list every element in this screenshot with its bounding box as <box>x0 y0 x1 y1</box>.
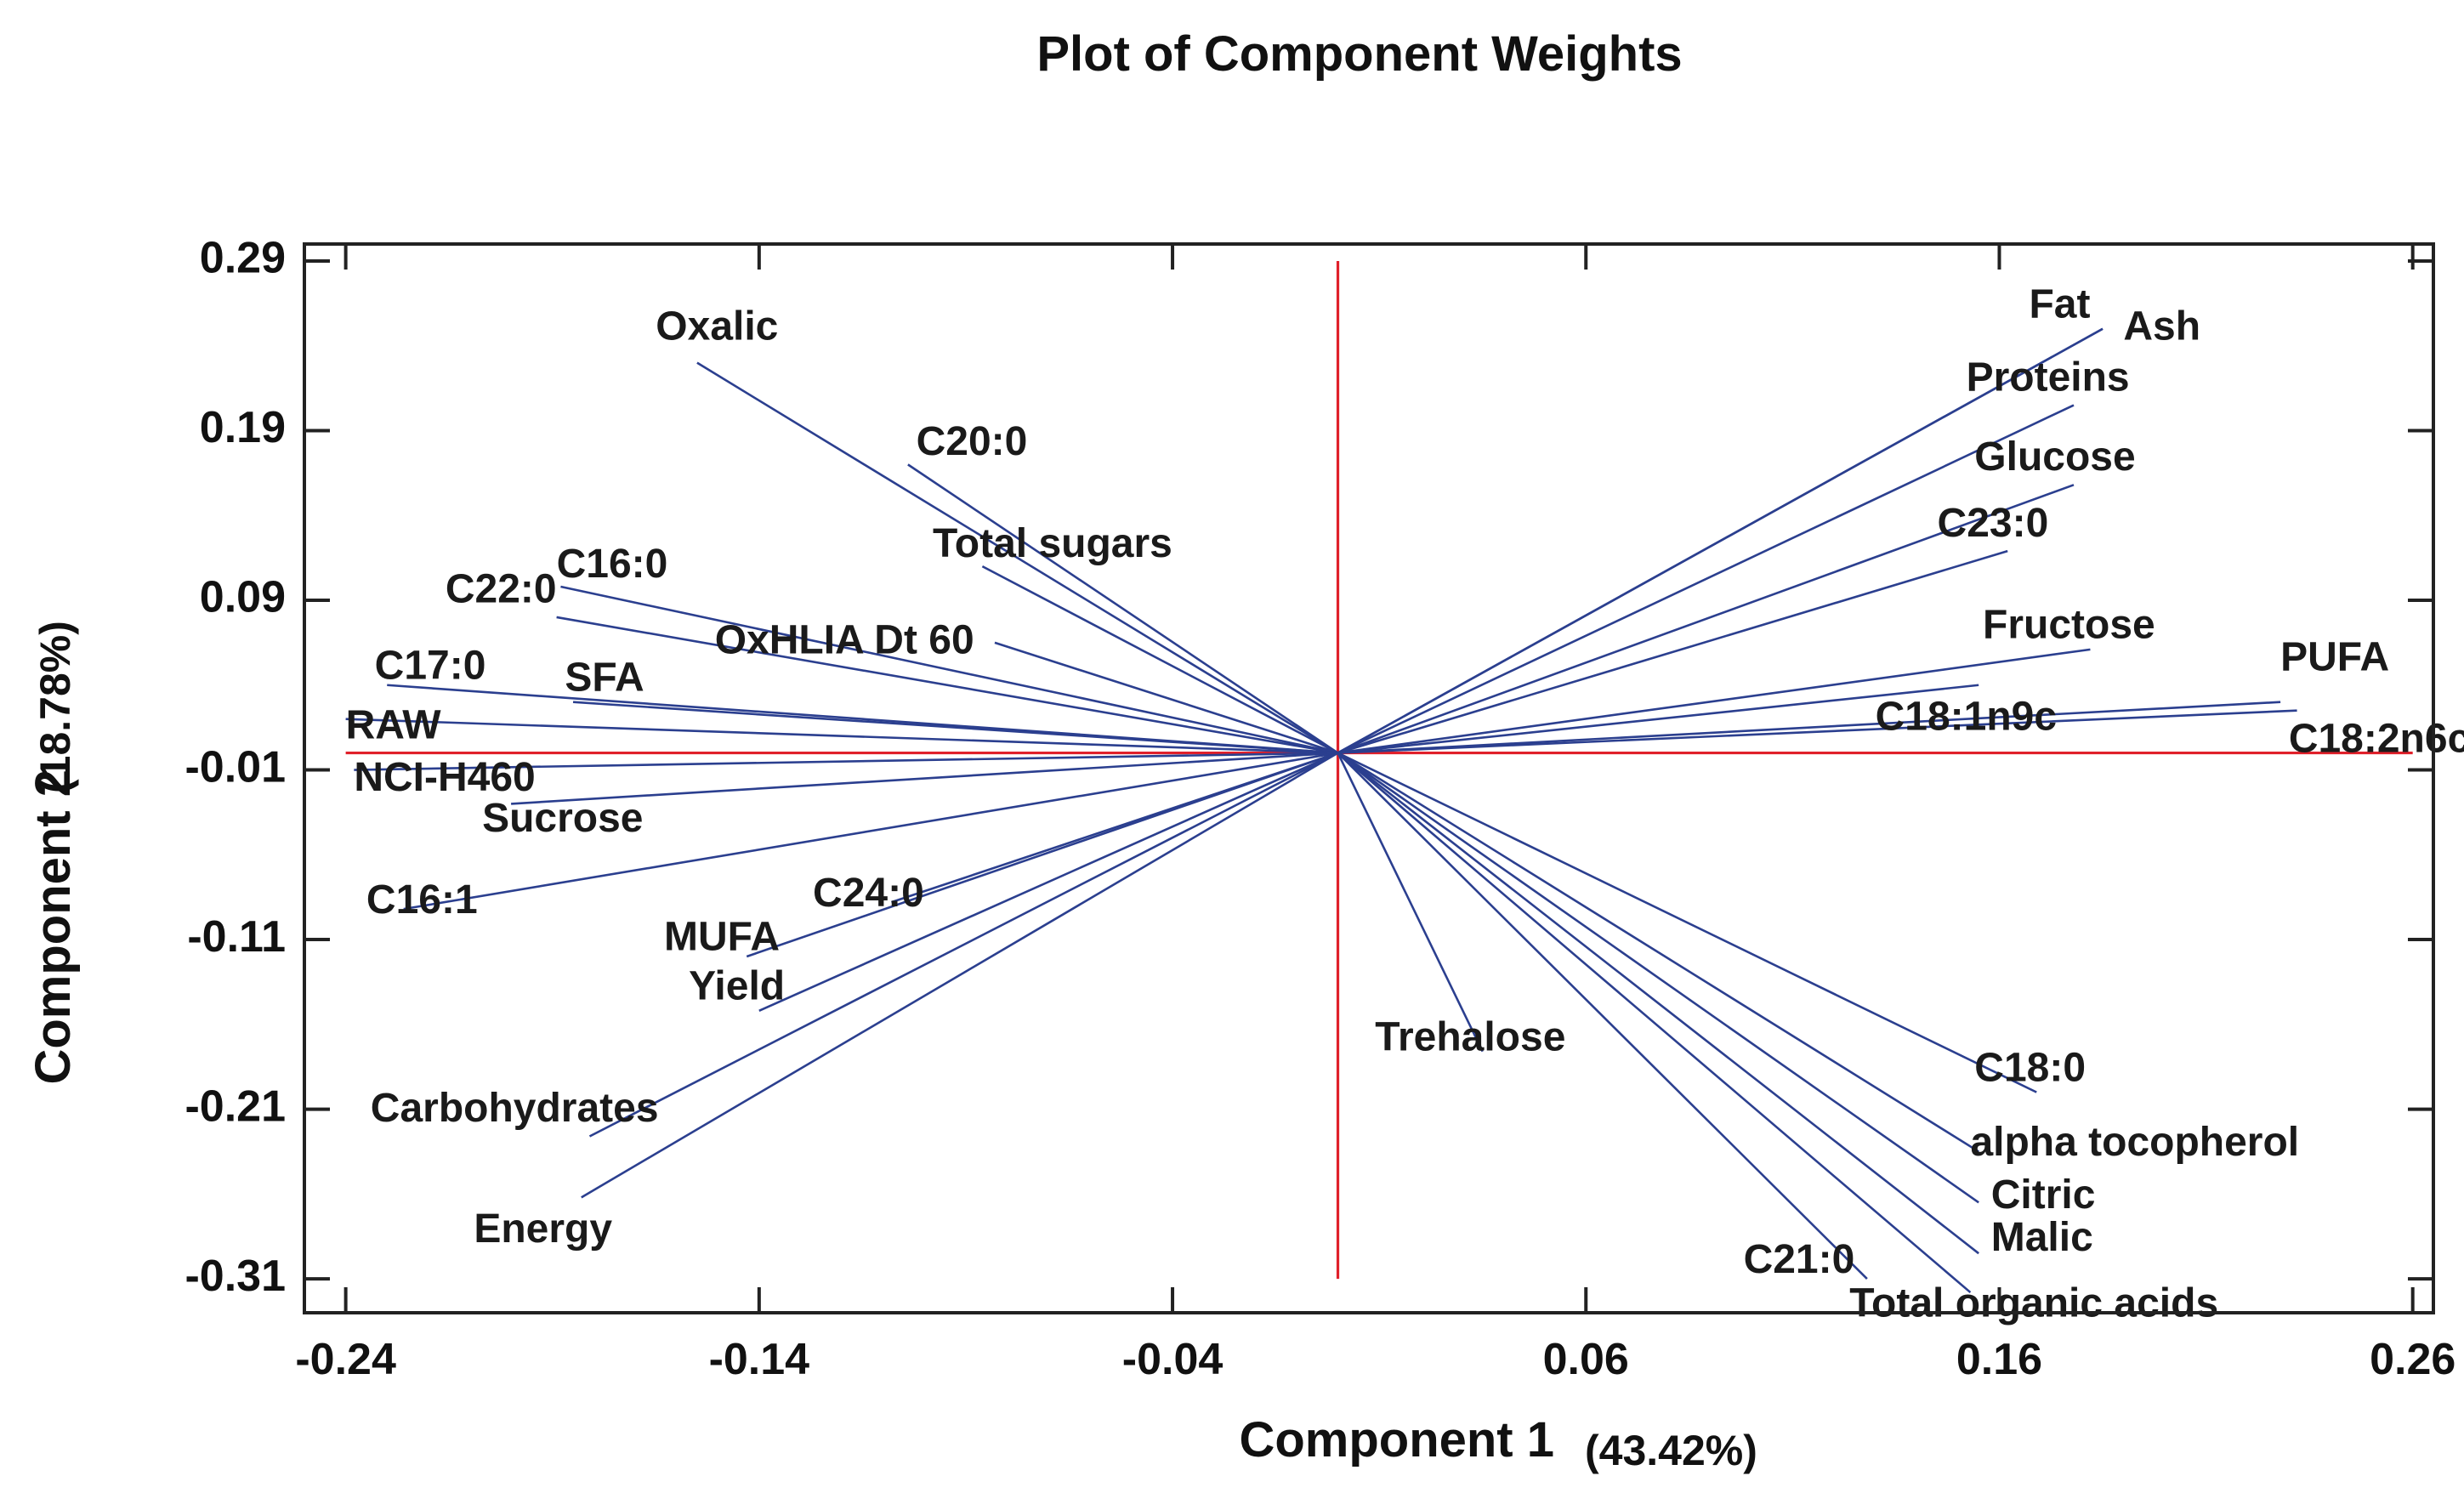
vector-c16-0 <box>560 585 1338 754</box>
label-total-organic-acids: Total organic acids <box>1849 1281 2218 1326</box>
vector-trehalose <box>1337 752 1484 1053</box>
y-tick-label: -0.11 <box>187 912 286 962</box>
x-tick-label: 0.16 <box>1956 1335 2042 1384</box>
y-tick-label: -0.21 <box>185 1081 286 1131</box>
label-trehalose: Trehalose <box>1375 1014 1565 1059</box>
label-nci-h460: NCI-H460 <box>354 755 535 800</box>
y-tick-label: -0.01 <box>185 742 286 792</box>
vector-oxalic <box>696 361 1339 754</box>
label-citric: Citric <box>1991 1172 2096 1218</box>
vector-c18-2n6c <box>1337 709 2297 754</box>
vector-energy <box>581 752 1339 1199</box>
vector-c23-0 <box>1337 549 2008 754</box>
vector-c18-1n9c <box>1337 684 1979 754</box>
label-oxalic: Oxalic <box>656 304 778 349</box>
label-mufa: MUFA <box>664 915 780 960</box>
vector-sucrose <box>511 752 1338 805</box>
vector-oxhlia-dt-60 <box>994 641 1338 754</box>
x-tick-label: -0.14 <box>709 1335 810 1384</box>
vector-fructose <box>1337 648 2091 754</box>
x-tick-label: -0.04 <box>1122 1335 1223 1384</box>
axis-labels: Component 1 (43.42%) Component 2 (18.78%… <box>26 621 1757 1474</box>
label-fat: Fat <box>2029 281 2090 326</box>
vector-total-organic-acids <box>1337 752 1972 1294</box>
vector-carbohydrates <box>588 752 1339 1138</box>
y-tick-label: 0.09 <box>200 573 286 622</box>
vector-pufa <box>1337 701 2281 754</box>
vector-c21-0 <box>1337 752 1868 1280</box>
label-sucrose: Sucrose <box>482 796 643 841</box>
vector-proteins <box>1337 404 2075 754</box>
y-tick-label: 0.29 <box>200 234 286 283</box>
label-c24-0: C24:0 <box>813 871 924 916</box>
label-c21-0: C21:0 <box>1744 1237 1855 1282</box>
vector-c18-0 <box>1337 752 2037 1093</box>
y-tick-label: -0.31 <box>185 1252 286 1301</box>
vector-citric <box>1337 752 1979 1204</box>
label-carbohydrates: Carbohydrates <box>371 1086 659 1131</box>
vector-alpha-tocopherol <box>1337 752 1979 1153</box>
vector-mufa <box>746 752 1338 958</box>
y-tick-label: 0.19 <box>200 403 286 452</box>
label-c18-2n6c: C18:2n6c <box>2289 716 2464 761</box>
plot-frame <box>303 242 2435 1314</box>
label-c17-0: C17:0 <box>375 643 486 688</box>
chart-title: Plot of Component Weights <box>1036 26 1682 82</box>
label-c23-0: C23:0 <box>1938 501 2049 546</box>
vector-ash <box>1337 327 2103 754</box>
y-axis-label: Component 2 <box>26 769 81 1085</box>
vector-malic <box>1337 752 1979 1255</box>
vector-c16-1 <box>403 752 1338 911</box>
label-pufa: PUFA <box>2280 635 2389 680</box>
label-glucose: Glucose <box>1974 434 2135 480</box>
vector-sfa <box>572 701 1338 754</box>
label-c18-0: C18:0 <box>1974 1045 2086 1090</box>
x-axis-label: Component 1 <box>1239 1412 1554 1467</box>
label-sfa: SFA <box>565 655 644 700</box>
label-c16-0: C16:0 <box>557 542 668 587</box>
label-c20-0: C20:0 <box>917 419 1028 464</box>
label-raw: RAW <box>346 702 442 747</box>
label-c18-1n9c: C18:1n9c <box>1876 694 2057 739</box>
label-energy: Energy <box>474 1206 612 1252</box>
plot-area: Fat Ash Proteins Glucose C23:0 Fructose PUFA C1… <box>185 234 2464 1384</box>
label-alpha-tocopherol: alpha tocopherol <box>1970 1120 2299 1165</box>
label-c16-1: C16:1 <box>366 877 478 922</box>
vector-raw <box>345 718 1338 754</box>
label-malic: Malic <box>1991 1215 2093 1260</box>
x-tick-label: -0.24 <box>295 1335 396 1384</box>
label-oxhlia-dt-60: OxHLIA Dt 60 <box>715 618 974 663</box>
y-axis-percent: (18.78%) <box>31 621 79 793</box>
vector-yield <box>758 752 1339 1013</box>
x-tick-label: 0.26 <box>2370 1335 2455 1384</box>
label-yield: Yield <box>689 964 785 1009</box>
vector-nci-h460 <box>354 752 1338 771</box>
label-ash: Ash <box>2123 304 2200 349</box>
x-tick-label: 0.06 <box>1543 1335 1629 1384</box>
vector-c20-0 <box>907 463 1339 754</box>
x-axis-percent: (43.42%) <box>1585 1427 1757 1474</box>
vector-glucose <box>1337 484 2075 754</box>
label-fructose: Fructose <box>1983 603 2155 648</box>
label-total-sugars: Total sugars <box>933 521 1172 566</box>
vector-c22-0 <box>556 616 1338 754</box>
label-c22-0: C22:0 <box>446 567 557 612</box>
label-proteins: Proteins <box>1967 355 2130 400</box>
vector-total-sugars <box>981 565 1339 754</box>
